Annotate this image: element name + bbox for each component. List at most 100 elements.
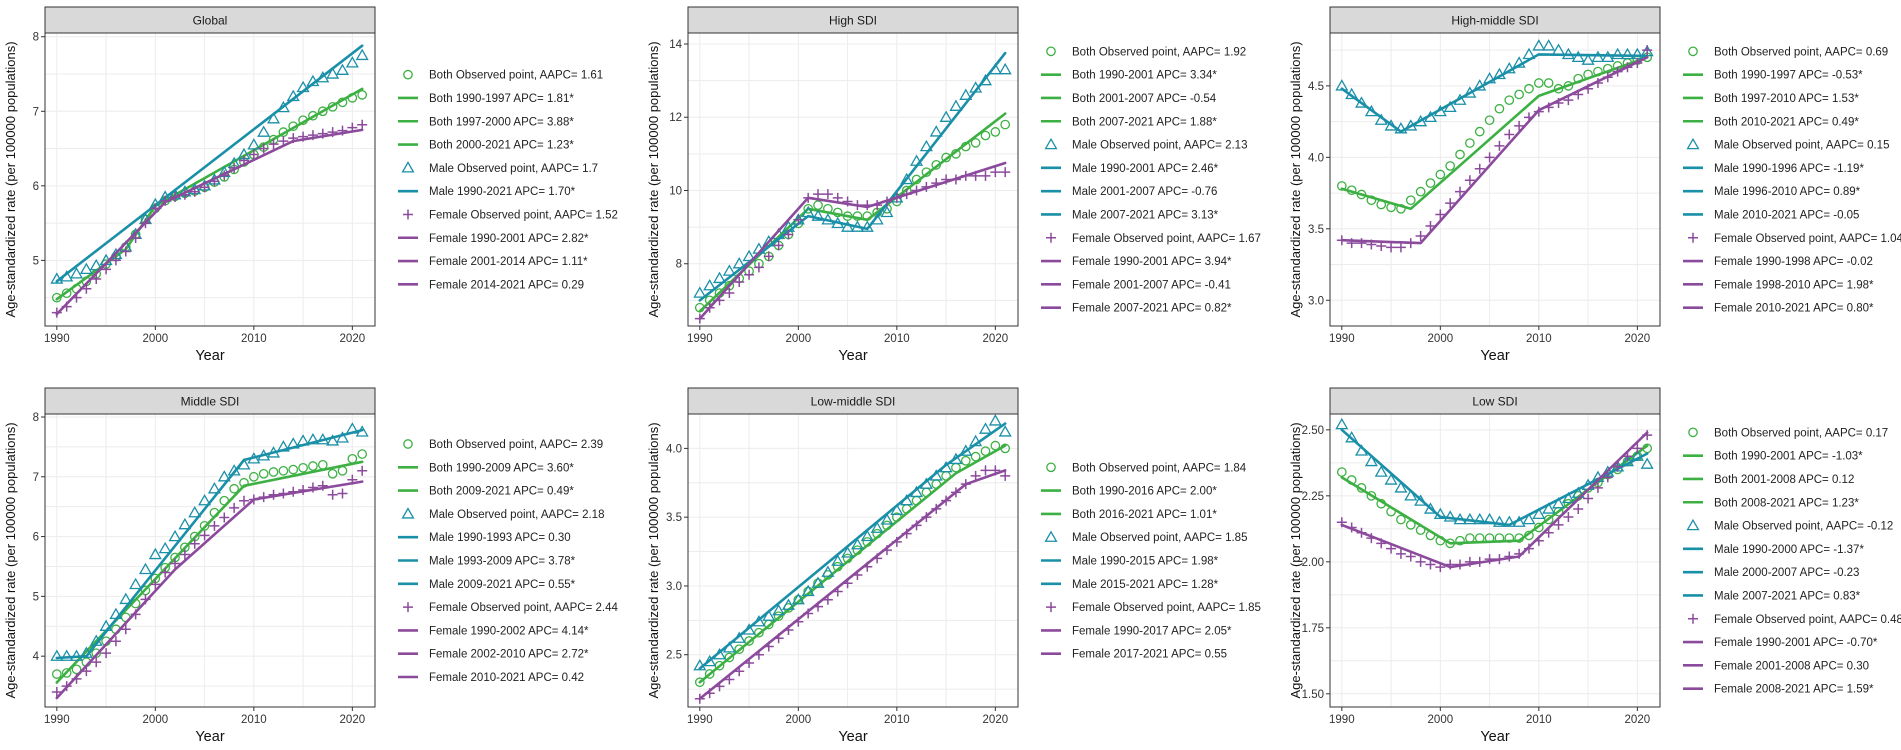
female-observed-point [1455,186,1466,197]
panel-strip [44,387,376,415]
legend-label: Female 2008-2021 APC= 1.59* [1714,684,1874,696]
panel-middle-sdi: Middle SDI 1990 2000 2010 2020 4 5 6 7 8 Year Age-s… [3,387,619,745]
male-fit-line [55,44,364,283]
male-observed-point [1571,486,1585,498]
male-observed-point [919,139,933,152]
female-observed-point [1415,556,1426,567]
legend-label: Female Observed point, AAPC= 1.52 [429,209,618,221]
male-observed-point [178,517,192,530]
legend-label: Both 2010-2021 APC= 0.49* [1714,116,1859,128]
x-tick-label: 1990 [44,714,70,726]
panel-title: Middle SDI [181,395,240,409]
male-observed-point [713,271,727,284]
male-observed-point [276,100,290,113]
female-observed-point [1504,129,1515,140]
male-fit-line [55,428,364,660]
female-observed-point [773,240,784,251]
plot-area [45,414,375,707]
female-observed-point [110,636,121,647]
y-tick-label: 4.5 [1308,81,1324,93]
legend-label: Female 2001-2008 APC= 0.30 [1714,660,1869,672]
female-legend-marker [1046,602,1056,613]
legend-label: Female Observed point, AAPC= 1.67 [1072,233,1261,245]
female-observed-point [744,269,755,280]
female-observed-point [110,255,121,266]
male-observed-point [1522,512,1536,525]
female-observed-point [179,549,190,560]
plot-frame [44,413,376,708]
y-tick-label: 3.0 [1308,295,1324,307]
legend-label: Male 1990-2000 APC= -1.37* [1714,544,1864,556]
both-observed-point [268,467,279,477]
both-observed-point [1000,119,1011,130]
male-legend-marker [1686,137,1700,150]
male-observed-point [1532,507,1546,520]
both-observed-point [704,669,715,679]
female-observed-point [980,170,991,181]
y-tick-label: 7 [33,472,39,484]
x-axis-title: Year [195,348,224,364]
legend-label: Both 2016-2021 APC= 1.01* [1072,509,1217,521]
both-observed-point [1543,514,1554,525]
female-observed-point [1484,152,1495,163]
male-observed-point [693,286,707,298]
legend-label: Both 1990-2016 APC= 2.00* [1072,486,1217,498]
female-observed-point [990,167,1001,178]
male-observed-point [1620,454,1635,467]
male-observed-point [1542,502,1556,514]
male-observed-point [335,63,350,75]
x-tick-label: 2020 [340,333,366,345]
male-observed-point [821,565,835,577]
male-observed-point [1581,53,1595,65]
female-fit-line [698,161,1007,321]
female-observed-point [1514,120,1525,131]
male-observed-point [939,110,953,122]
male-observed-point [880,205,894,218]
legend-label: Female 2001-2014 APC= 1.11* [429,256,588,268]
panel-low-middle-sdi: Low-middle SDI 1990 2000 2010 2020 2.5 3.0 3.5 4… [646,387,1261,745]
female-observed-point [1395,548,1406,559]
legend-label: Female 1990-2001 APC= 3.94* [1072,256,1232,268]
female-observed-point [101,264,112,275]
male-observed-point [998,425,1012,437]
legend-label: Male 2001-2007 APC= -0.76 [1072,186,1217,198]
legend-label: Female Observed point, AAPC= 0.48 [1714,614,1901,626]
legend-label: Male 1990-2015 APC= 1.98* [1072,556,1219,568]
male-observed-point [831,554,845,566]
both-observed-point [248,471,259,482]
plot-area [688,414,1018,707]
y-tick-label: 2.50 [1302,425,1324,437]
both-observed-point [970,138,981,148]
both-observed-point [1524,83,1534,94]
male-observed-point [1404,489,1418,501]
both-observed-point [724,652,735,663]
legend-label: Female 2014-2021 APC= 0.29 [429,279,584,291]
female-legend-marker [1688,613,1698,624]
male-observed-point [703,279,717,291]
x-tick-label: 2010 [1526,714,1552,726]
x-tick-label: 2020 [340,714,366,726]
legend-label: Female 2007-2021 APC= 0.82* [1072,303,1232,315]
panel-title: High SDI [829,14,877,28]
legend-label: Both Observed point, AAPC= 0.17 [1714,427,1888,439]
legend-label: Both 1990-1997 APC= 1.81* [429,93,574,105]
y-tick-label: 1.50 [1302,689,1324,701]
x-tick-label: 2020 [1625,333,1651,345]
male-observed-point [79,262,93,275]
y-tick-label: 6 [33,181,39,193]
both-observed-point [1533,522,1544,533]
male-observed-point [1394,481,1408,493]
both-observed-point [1435,169,1446,180]
both-observed-point [298,462,308,473]
female-observed-point [101,648,112,659]
female-legend-marker [403,209,413,220]
legend-label: Male 1996-2010 APC= 0.89* [1714,186,1861,198]
female-observed-point [1395,242,1406,253]
female-observed-point [1553,519,1564,530]
y-tick-label: 8 [676,259,682,271]
female-observed-point [120,246,131,257]
both-observed-point [1425,178,1436,188]
both-observed-point [1504,95,1515,106]
legend-label: Both 1990-2009 APC= 3.60* [429,462,574,474]
